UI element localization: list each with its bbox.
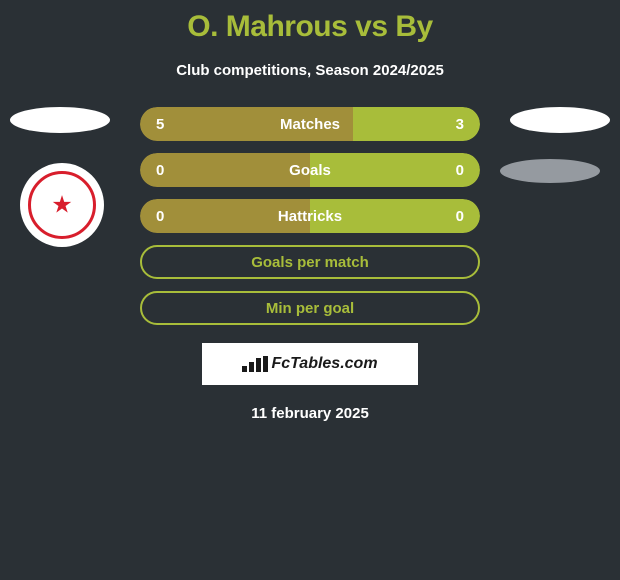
stat-bar-right-fill [310, 153, 480, 187]
stat-label: Matches [280, 116, 340, 133]
stat-label: Min per goal [266, 300, 354, 317]
comparison-subtitle: Club competitions, Season 2024/2025 [0, 62, 620, 79]
stat-label: Goals [289, 162, 331, 179]
brand-label: FcTables.com [271, 355, 377, 373]
stat-value-left: 0 [156, 162, 164, 179]
footer-date: 11 february 2025 [0, 405, 620, 422]
comparison-title: O. Mahrous vs By [0, 0, 620, 44]
footer-brand-badge: FcTables.com [202, 343, 418, 385]
stat-bar: 0 0 Goals [140, 153, 480, 187]
bars-chart-icon [242, 356, 268, 372]
stat-bar: 0 0 Hattricks [140, 199, 480, 233]
stat-value-left: 5 [156, 116, 164, 133]
player-b-club-logo-placeholder [500, 159, 600, 183]
ellipse-icon [510, 107, 610, 133]
stat-bar: Goals per match [140, 245, 480, 279]
stat-bar-left-fill [140, 153, 310, 187]
stat-bars: 5 3 Matches 0 0 Goals 0 0 Hattricks Goals per mat… [140, 107, 480, 325]
player-a-club-logo: ★ [20, 163, 104, 247]
stat-bar: 5 3 Matches [140, 107, 480, 141]
stat-bar: Min per goal [140, 291, 480, 325]
stat-value-right: 0 [456, 208, 464, 225]
player-a-avatar-placeholder [10, 107, 110, 133]
player-b-avatar-placeholder [510, 107, 610, 133]
ellipse-icon [10, 107, 110, 133]
stat-value-right: 0 [456, 162, 464, 179]
stat-label: Goals per match [251, 254, 369, 271]
stat-value-left: 0 [156, 208, 164, 225]
ellipse-icon [500, 159, 600, 183]
footer-brand-text: FcTables.com [242, 355, 377, 373]
stat-value-right: 3 [456, 116, 464, 133]
stat-label: Hattricks [278, 208, 342, 225]
club-logo-icon: ★ [20, 163, 104, 247]
content-area: ★ 5 3 Matches 0 0 Goals 0 0 Hattricks Goals per m… [0, 107, 620, 422]
